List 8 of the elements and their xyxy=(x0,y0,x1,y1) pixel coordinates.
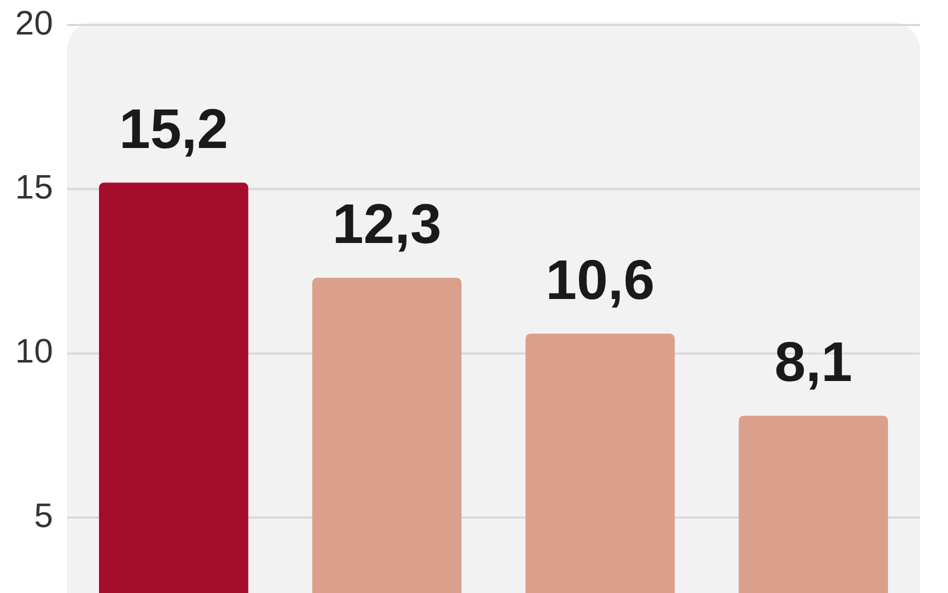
data-label: 10,6 xyxy=(546,248,655,312)
y-tick-label: 15 xyxy=(15,168,53,207)
y-tick-label: 10 xyxy=(15,332,53,371)
data-label: 15,2 xyxy=(119,97,228,160)
data-label: 8,1 xyxy=(774,330,852,394)
y-tick-label: 20 xyxy=(15,4,53,42)
y-tick-label: 5 xyxy=(34,496,53,535)
data-label: 12,3 xyxy=(332,192,442,256)
